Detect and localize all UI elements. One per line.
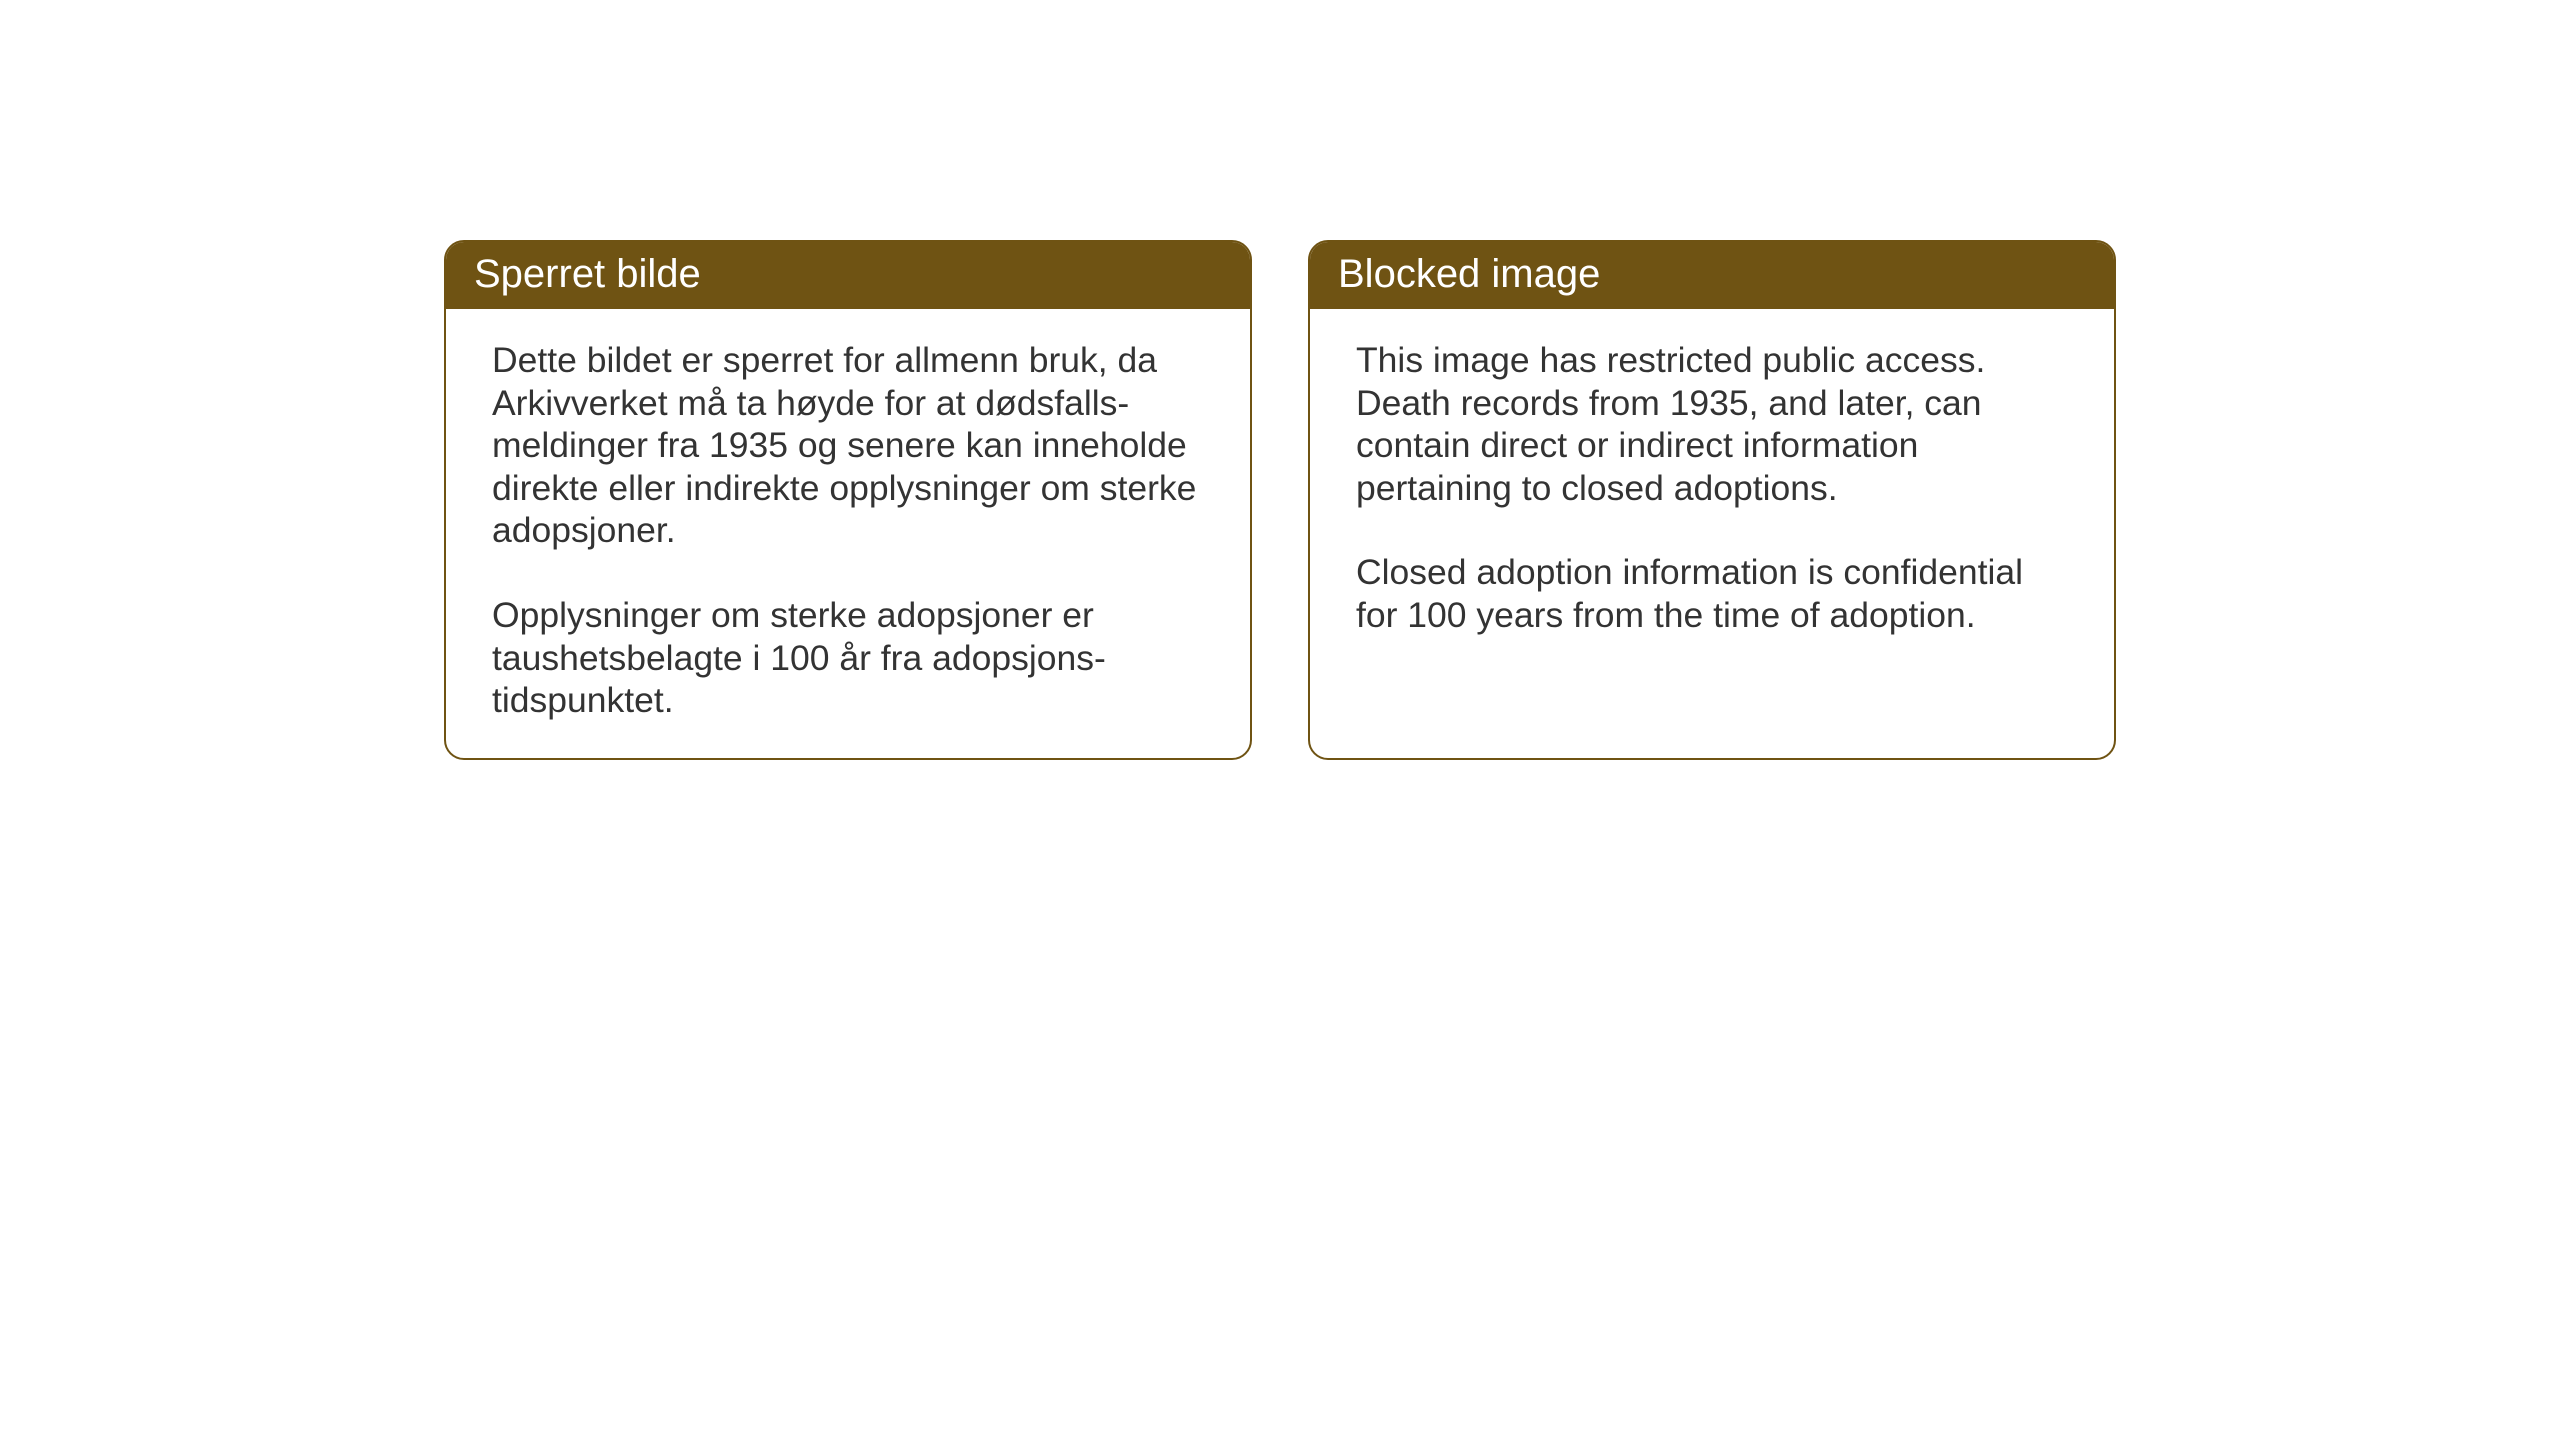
card-paragraph-2-norwegian: Opplysninger om sterke adopsjoner er tau… [492,594,1204,722]
card-paragraph-1-norwegian: Dette bildet er sperret for allmenn bruk… [492,339,1204,552]
card-title-norwegian: Sperret bilde [446,242,1250,309]
card-body-english: This image has restricted public access.… [1310,309,2114,751]
english-info-card: Blocked image This image has restricted … [1308,240,2116,760]
card-body-norwegian: Dette bildet er sperret for allmenn bruk… [446,309,1250,758]
card-paragraph-1-english: This image has restricted public access.… [1356,339,2068,509]
norwegian-info-card: Sperret bilde Dette bildet er sperret fo… [444,240,1252,760]
info-cards-container: Sperret bilde Dette bildet er sperret fo… [444,240,2116,760]
card-title-english: Blocked image [1310,242,2114,309]
card-paragraph-2-english: Closed adoption information is confident… [1356,551,2068,636]
